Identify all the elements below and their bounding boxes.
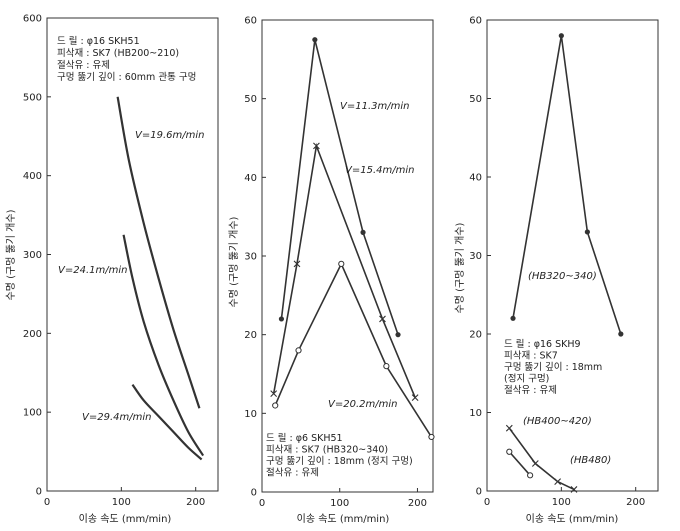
condition-note: 피삭재 : SK7 (HB320~340) [266,445,388,456]
data-point [360,229,366,235]
x-tick-label: 0 [259,498,265,509]
condition-note: 구멍 뚫기 깊이 : 18mm [504,361,602,373]
y-tick-label: 40 [469,173,482,184]
condition-note: 절삭유 : 유제 [504,384,557,396]
y-tick-label: 300 [23,250,42,261]
series-label: V=29.4m/min [82,412,151,423]
series-line [512,35,622,335]
x-tick-label: 100 [330,498,349,509]
y-tick-label: 100 [23,408,42,419]
x-tick-label: 100 [552,497,571,508]
y-tick-label: 60 [244,16,257,27]
y-tick-label: 40 [244,173,257,184]
y-tick-label: 0 [476,487,482,498]
series-label: (HB400~420) [523,416,592,427]
data-point [293,260,301,268]
data-point [554,478,562,485]
chart-panel-3: 0 10 20 30 40 50 60 0 100 200 이송 속도 (mm/min) 수명 (구멍… [454,16,659,525]
y-axis-label: 수명 (구멍 뚫기 개수) [228,216,240,307]
y-tick-label: 0 [36,487,42,498]
data-point [338,260,345,267]
condition-note: 드 릴 : φ16 SKH9 [504,339,581,350]
y-tick-label: 0 [251,488,257,499]
series-label: V=24.1m/min [58,265,127,276]
series-line [508,451,531,476]
data-point [313,142,320,150]
y-tick-label: 200 [23,329,42,340]
data-point [383,363,390,370]
condition-note: 드 릴 : φ6 SKH51 [266,433,343,444]
series-label: V=19.6m/min [135,130,204,141]
y-tick-label: 30 [244,252,257,263]
data-point [527,472,534,479]
x-axis-label: 이송 속도 (mm/min) [526,513,619,525]
series-line [280,39,399,335]
chart-panel-2: 0 10 20 30 40 50 60 0 100 200 이송 속도 (mm/min) 수명 (구멍… [228,16,435,525]
y-tick-label: 20 [244,330,257,341]
condition-note: 드 릴 : φ16 SKH51 [57,36,140,47]
y-tick-label: 400 [23,171,42,182]
data-point [506,448,513,455]
x-tick-label: 200 [626,497,645,508]
x-tick-label: 100 [112,497,131,508]
y-tick-label: 60 [469,16,482,27]
data-point [510,315,516,321]
data-point [379,315,386,323]
y-tick-label: 10 [244,409,257,420]
data-point [272,402,279,409]
y-axis-label: 수명 (구멍 뚫기 개수) [454,222,466,313]
condition-note: 절삭유 : 유제 [57,59,110,71]
data-point [395,332,401,338]
x-axis-label: 이송 속도 (mm/min) [79,513,172,525]
condition-note: 절삭유 : 유제 [266,467,319,479]
y-tick-label: 10 [469,408,482,419]
condition-note: 피삭재 : SK7 (HB200~210) [57,48,179,59]
y-tick-label: 20 [469,330,482,341]
data-point [411,394,419,401]
series-line [131,383,203,461]
y-tick-label: 50 [244,94,257,105]
x-tick-label: 200 [186,497,205,508]
y-tick-label: 30 [469,251,482,262]
series-label: V=11.3m/min [340,101,409,112]
y-tick-label: 500 [23,92,42,103]
data-point [278,316,285,322]
condition-note: 구멍 뚫기 깊이 : 60mm 관통 구멍 [57,71,196,83]
series-label: (HB320~340) [528,271,597,282]
data-point [618,331,624,337]
x-tick-label: 200 [408,498,427,509]
x-axis-label: 이송 속도 (mm/min) [297,513,390,525]
series-label: V=20.2m/min [328,399,397,410]
plot-frame [261,19,434,493]
chart-panel-1: 0 100 200 300 400 500 600 0 100 200 이송 속도 (mm/min)… [5,14,219,525]
data-point [505,424,513,432]
condition-note: (정지 구멍) [504,374,549,385]
series-label: (HB480) [570,455,611,466]
x-tick-label: 0 [484,497,490,508]
series-line [122,234,205,457]
y-axis-label: 수명 (구멍 뚫기 개수) [5,209,17,300]
data-point [270,390,278,398]
data-point [428,433,435,441]
data-point [295,347,302,354]
series-line [116,96,201,409]
condition-note: 피삭재 : SK7 [504,351,558,362]
data-point [570,486,578,493]
data-point [584,229,590,235]
series-line [508,427,575,491]
x-tick-label: 0 [44,497,50,508]
data-point [558,33,564,39]
data-point [312,37,318,43]
y-tick-label: 50 [469,94,482,105]
series-label: V=15.4m/min [345,165,414,176]
data-point [531,460,539,467]
condition-note: 구멍 뚫기 깊이 : 18mm (정지 구멍) [266,455,413,467]
y-tick-label: 600 [23,14,42,25]
